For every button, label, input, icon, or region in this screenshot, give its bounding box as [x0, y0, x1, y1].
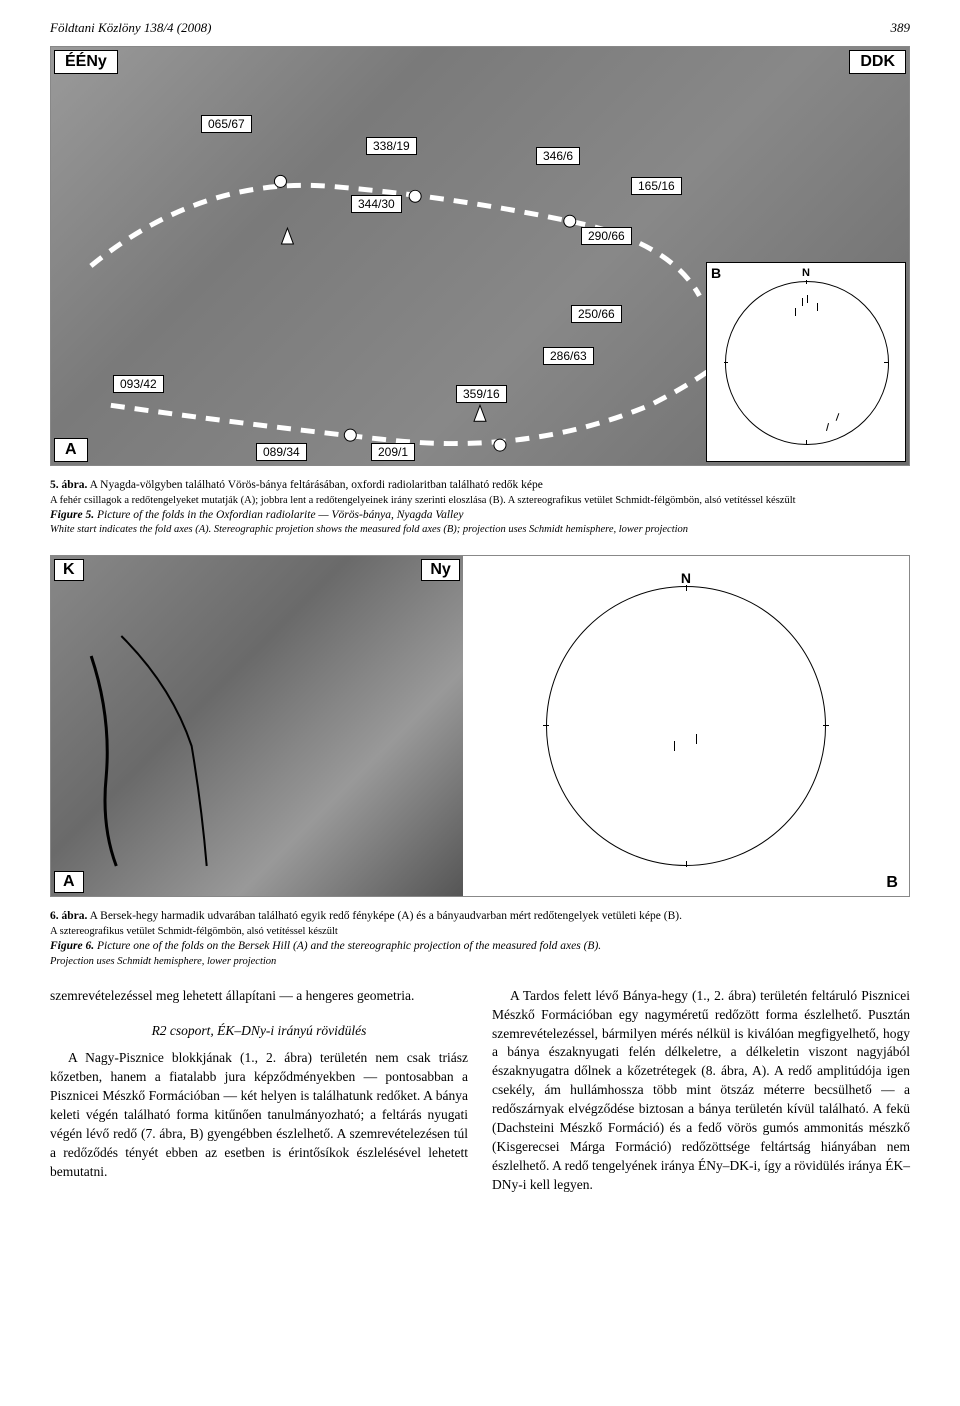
measurement-label: 344/30 — [351, 195, 402, 213]
journal-title: Földtani Közlöny 138/4 (2008) — [50, 20, 211, 36]
caption-5-en-main: Picture of the folds in the Oxfordian ra… — [94, 509, 463, 521]
col1-para2: A Nagy-Pisznice blokkjának (1., 2. ábra)… — [50, 1049, 468, 1181]
stereonet-circle — [725, 281, 889, 445]
measurement-label: 089/34 — [256, 443, 307, 461]
figure-6-caption: 6. ábra. A Bersek-hegy harmadik udvarába… — [50, 909, 910, 968]
measurement-label: 209/1 — [371, 443, 415, 461]
measurement-label: 290/66 — [581, 227, 632, 245]
page-number: 389 — [891, 20, 911, 36]
figure-6-label-k: K — [54, 559, 84, 581]
caption-5-hu-label: 5. ábra. — [50, 479, 87, 491]
caption-6-hu-label: 6. ábra. — [50, 910, 87, 922]
caption-5-en-label: Figure 5. — [50, 509, 94, 521]
caption-6-en-main: Picture one of the folds on the Bersek H… — [94, 940, 601, 952]
figure-5-image: ÉÉNy DDK A 065/67 338/19 346/6 344/30 165/16… — [50, 46, 910, 466]
measurement-label: 165/16 — [631, 177, 682, 195]
measurement-label: 338/19 — [366, 137, 417, 155]
col2-para1: A Tardos felett lévő Bánya-hegy (1., 2. … — [492, 987, 910, 1195]
section-heading-r2: R2 csoport, ÉK–DNy-i irányú rövidülés — [50, 1022, 468, 1040]
figure-5-label-a: A — [54, 438, 88, 462]
caption-6-hu-main: A Bersek-hegy harmadik udvarában találha… — [87, 910, 682, 922]
figure-6-label-a: A — [54, 871, 84, 893]
figure-5-stereonet: B N — [706, 262, 906, 462]
measurement-label: 065/67 — [201, 115, 252, 133]
column-left: szemrevételezéssel meg lehetett állapíta… — [50, 987, 468, 1195]
measurement-label: 346/6 — [536, 147, 580, 165]
caption-5-hu-sub: A fehér csillagok a redőtengelyeket muta… — [50, 494, 910, 508]
column-right: A Tardos felett lévő Bánya-hegy (1., 2. … — [492, 987, 910, 1195]
measurement-label: 286/63 — [543, 347, 594, 365]
page-header: Földtani Közlöny 138/4 (2008) 389 — [50, 20, 910, 36]
col1-para1: szemrevételezéssel meg lehetett állapíta… — [50, 987, 468, 1006]
stereonet6-circle — [546, 586, 826, 866]
body-text: szemrevételezéssel meg lehetett állapíta… — [50, 987, 910, 1195]
caption-6-en-label: Figure 6. — [50, 940, 94, 952]
figure-6-label-b: B — [878, 873, 906, 893]
measurement-label: 250/66 — [571, 305, 622, 323]
measurement-label: 359/16 — [456, 385, 507, 403]
figure-5-caption: 5. ábra. A Nyagda-völgyben található Vör… — [50, 478, 910, 537]
figure-5-label-nnw: ÉÉNy — [54, 50, 118, 74]
measurement-label: 093/42 — [113, 375, 164, 393]
figure-6: K Ny A N B — [50, 555, 910, 897]
caption-5-en-sub: White start indicates the fold axes (A).… — [50, 523, 910, 537]
figure-5-label-sse: DDK — [849, 50, 906, 74]
stereonet-b-label: B — [711, 265, 721, 281]
figure-6-stereonet-panel: N B — [463, 556, 909, 896]
figure-6-label-ny: Ny — [421, 559, 459, 581]
figure-5: ÉÉNy DDK A 065/67 338/19 346/6 344/30 165/16… — [50, 46, 910, 466]
stereonet6-n-label: N — [681, 570, 691, 586]
caption-6-en-sub: Projection uses Schmidt hemisphere, lowe… — [50, 955, 910, 969]
figure-6-image: K Ny A — [51, 556, 463, 896]
caption-5-hu-main: A Nyagda-völgyben található Vörös-bánya … — [87, 479, 542, 491]
stereonet-n-label: N — [802, 267, 810, 279]
caption-6-hu-sub: A sztereografikus vetület Schmidt-félgöm… — [50, 925, 910, 939]
